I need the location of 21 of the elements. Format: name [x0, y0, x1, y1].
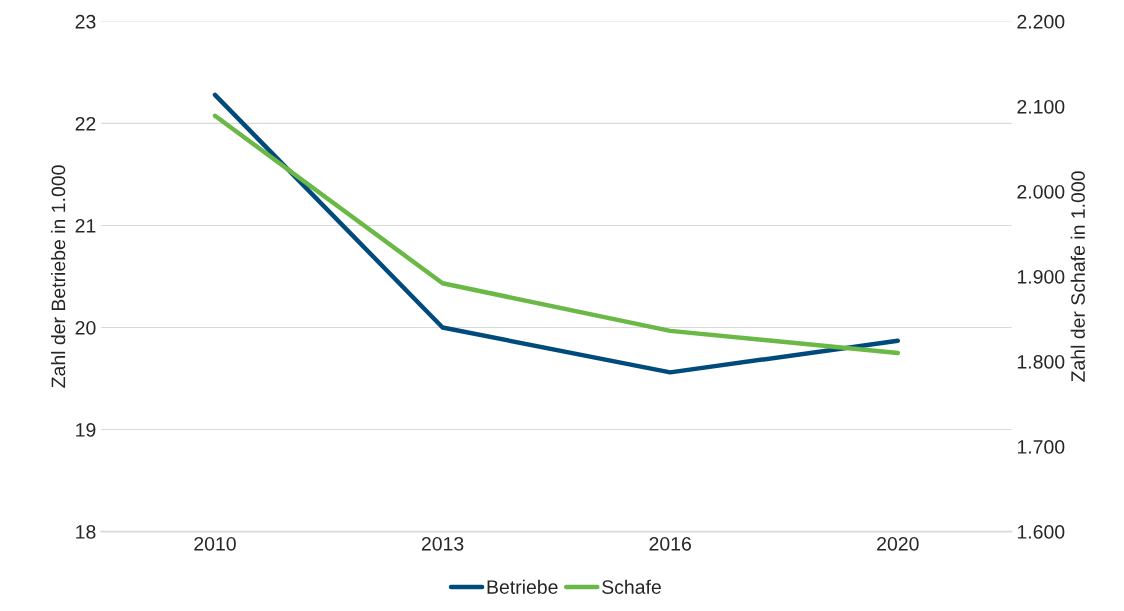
y-tick-label: 23: [75, 14, 96, 29]
legend-label: Betriebe: [487, 579, 558, 594]
y-axis-title: Zahl der Betriebe in 1.000: [50, 165, 66, 388]
y2-tick-label: 1.900: [1017, 269, 1065, 284]
y-tick-label: 20: [75, 320, 96, 335]
y2-tick-label: 1.800: [1017, 354, 1065, 369]
x-tick-label: 2020: [877, 536, 919, 551]
y2-tick-label: 1.600: [1017, 525, 1065, 539]
y-tick-label: 21: [75, 218, 96, 233]
y2-axis-title: Zahl der Schafe in 1.000: [1070, 171, 1085, 382]
x-tick-label: 2016: [649, 536, 691, 551]
y-tick-label: 18: [76, 525, 96, 539]
y2-tick-label: 2.200: [1017, 14, 1065, 29]
y-tick-label: 19: [76, 423, 96, 437]
legend-label: Schafe: [602, 579, 661, 594]
y2-tick-label: 2.000: [1017, 184, 1065, 199]
y2-tick-label: 1.700: [1017, 440, 1065, 454]
y-tick-label: 22: [75, 116, 96, 131]
y2-tick-label: 2.100: [1017, 99, 1065, 114]
x-tick-label: 2013: [421, 536, 464, 551]
x-tick-label: 2010: [194, 536, 236, 551]
